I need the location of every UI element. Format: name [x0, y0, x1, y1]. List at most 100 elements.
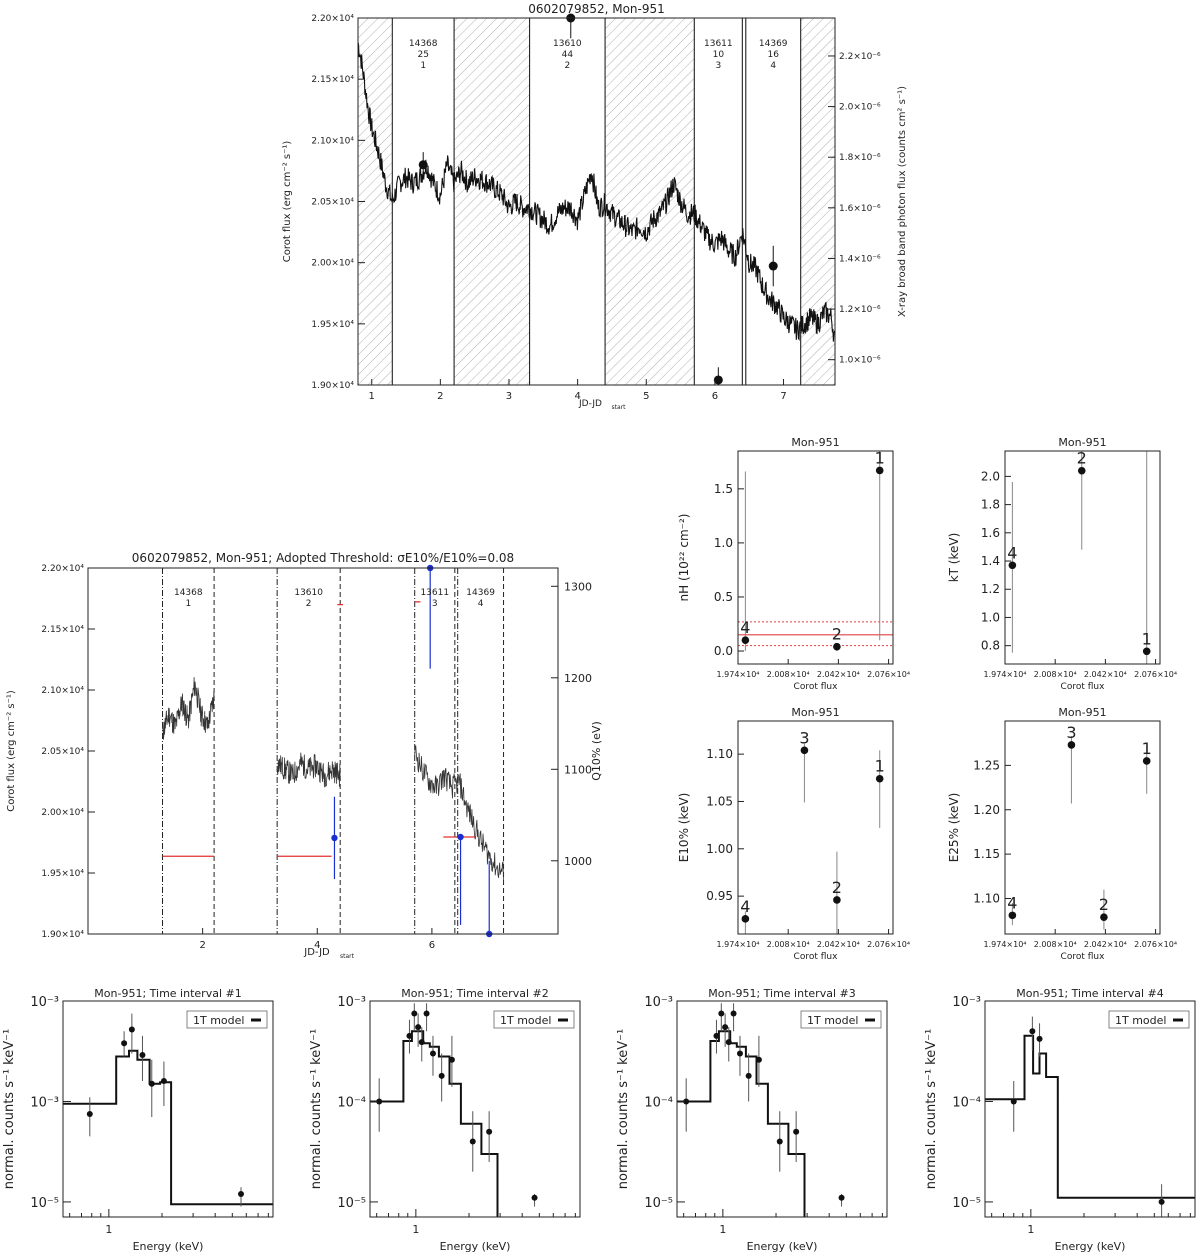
model-curve: [985, 1034, 1195, 1199]
x-tick-label: 2.042×10⁴: [817, 940, 860, 949]
y-tick-label: 2.05×10⁴: [41, 747, 84, 757]
y-tick-label: 1.90×10⁴: [311, 381, 354, 391]
point-label-1: 1: [1142, 629, 1152, 648]
point-4: [741, 636, 750, 645]
y-tick-label: 1.95×10⁴: [41, 869, 84, 879]
point-4: [1008, 911, 1017, 920]
q10-point-1: [331, 834, 338, 842]
q10-point-3: [457, 833, 464, 841]
data-point: [128, 1026, 135, 1033]
point-2: [1077, 466, 1086, 475]
interval-label-3: 13611: [420, 588, 449, 598]
y-tick-label: 10⁻⁵: [952, 1196, 981, 1211]
data-point: [438, 1072, 445, 1079]
x-tick-label: 1.974×10⁴: [717, 670, 760, 679]
chart-title: Mon-951: [791, 706, 839, 719]
plot-frame: [87, 567, 559, 935]
x-tick-label: 4: [314, 940, 320, 951]
y-axis-label: Corot flux (erg cm⁻² s⁻¹): [282, 141, 293, 263]
y-tick-label: 1.05: [706, 794, 733, 808]
y-tick-label: 10⁻³: [30, 1095, 59, 1110]
y-right-axis-label: X-ray broad band photon flux (counts cm²…: [897, 86, 908, 317]
y-tick-label: 0.8: [981, 639, 1000, 653]
x-axis-label: Corot flux: [1061, 952, 1106, 962]
plot-frame: [737, 450, 894, 665]
legend-label: 1T model: [1115, 1014, 1166, 1027]
interval-label-4: 14369: [466, 588, 495, 598]
point-label-1: 1: [875, 448, 885, 467]
y-tick-label: 10⁻⁵: [337, 1196, 366, 1211]
y-right-tick-label: 1.0×10⁻⁶: [839, 356, 881, 366]
model-curve: [370, 1030, 499, 1217]
x-axis-label: Energy (keV): [1055, 1240, 1126, 1253]
x-tick-label: 1: [369, 391, 375, 402]
y-tick-label: 10⁻⁴: [337, 1095, 366, 1110]
chart-title: Mon-951; Time interval #4: [1016, 987, 1163, 1000]
data-point: [423, 1010, 430, 1017]
y-axis-label: kT (keV): [947, 533, 961, 583]
point-label-1: 1: [1142, 739, 1152, 758]
y-tick-label: 1.8: [981, 498, 1000, 512]
interval-label-2: 44: [562, 50, 574, 60]
x-tick-label: 2.076×10⁴: [867, 670, 910, 679]
y-tick-label: 0.5: [714, 590, 733, 604]
y-tick-label: 10⁻³: [337, 995, 366, 1010]
point-1: [875, 466, 884, 475]
y-axis-label: E10% (keV): [677, 793, 691, 863]
y-right-axis-label: Q10% (eV): [590, 721, 603, 780]
point-3: [800, 746, 809, 755]
x-tick-label: 1.974×10⁴: [717, 940, 760, 949]
y-tick-label: 10⁻⁴: [644, 1095, 673, 1110]
y-axis-label: Corot flux (erg cm⁻² s⁻¹): [6, 690, 17, 812]
legend-label: 1T model: [807, 1014, 858, 1027]
y-tick-label: 2.05×10⁴: [311, 198, 354, 208]
data-point: [1158, 1198, 1165, 1205]
legend-box: [493, 1010, 575, 1029]
y-tick-label: 1.15: [973, 847, 1000, 861]
y-tick-label: 1.5: [714, 482, 733, 496]
y-tick-label: 1.0: [714, 536, 733, 550]
hatched-interval-2: [454, 18, 530, 385]
x-axis-label: Energy (keV): [440, 1240, 511, 1253]
x-tick-label: 5: [643, 391, 649, 402]
data-point: [469, 1138, 476, 1145]
interval-label-2: 13610: [294, 588, 323, 598]
x-tick-label: 2.042×10⁴: [817, 670, 860, 679]
x-axis-label: Corot flux: [794, 682, 839, 692]
interval-label-1: 1: [185, 599, 191, 609]
interval-label-4: 4: [478, 599, 484, 609]
chart-title: 0602079852, Mon-951; Adopted Threshold: …: [132, 551, 514, 565]
y-right-tick-label: 1100: [564, 763, 592, 776]
data-point: [1010, 1098, 1017, 1105]
chart-title: Mon-951; Time interval #1: [94, 987, 241, 1000]
interval-label-2: 13610: [553, 39, 582, 49]
x-tick-label: 2.042×10⁴: [1084, 940, 1127, 949]
interval-label-2: 2: [564, 61, 570, 71]
point-1: [1142, 647, 1151, 656]
data-point: [411, 1010, 418, 1017]
flux-segment-1: [162, 677, 215, 740]
x-tick-label: 1: [412, 1223, 419, 1236]
y-right-tick-label: 1.2×10⁻⁶: [839, 305, 881, 315]
point-label-2: 2: [1077, 449, 1087, 468]
plot-frame: [1004, 450, 1161, 665]
y-tick-label: 2.10×10⁴: [41, 686, 84, 696]
x-tick-label: 2: [437, 391, 443, 402]
y-tick-label: 10⁻⁴: [952, 1095, 981, 1110]
y-tick-label: 2.10×10⁴: [311, 136, 354, 146]
data-point: [86, 1111, 93, 1118]
interval-label-1: 14368: [409, 39, 438, 49]
x-tick-label: 2.042×10⁴: [1084, 670, 1127, 679]
y-right-tick-label: 2.0×10⁻⁶: [839, 103, 881, 113]
y-tick-label: 2.00×10⁴: [311, 259, 354, 269]
y-tick-label: 1.10: [973, 892, 1000, 906]
data-point: [415, 1024, 422, 1031]
x-axis-label-subscript: start: [340, 953, 355, 960]
y-right-tick-label: 1.6×10⁻⁶: [839, 204, 881, 214]
data-point: [793, 1128, 800, 1135]
interval-label-1: 1: [420, 61, 426, 71]
point-label-2: 2: [832, 625, 842, 644]
data-point: [237, 1190, 244, 1197]
